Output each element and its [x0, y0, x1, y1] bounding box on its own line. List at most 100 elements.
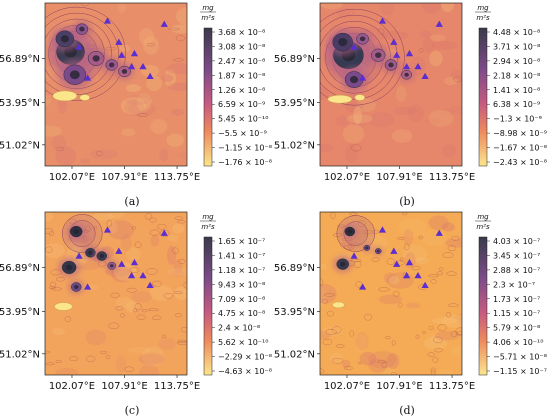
station-marker: [160, 20, 168, 27]
colorbar-tick-label: −4.63 × 10⁻⁸: [218, 367, 272, 376]
y-tick-label: 53.95°N: [0, 98, 40, 109]
y-tick-label: 51.02°N: [0, 140, 40, 151]
colorbar-tick-label: 2.88 × 10⁻⁷: [493, 266, 540, 275]
unit-denominator: m²s: [476, 223, 490, 231]
x-tick-label: 102.07°E: [324, 172, 370, 183]
station-marker: [139, 271, 147, 279]
station-marker: [405, 49, 414, 57]
colorbar-tick-label: 1.15 × 10⁻⁷: [493, 309, 540, 318]
heatmap-svg: 56.89°N 53.95°N 51.02°N 102.07°E 107.91°E 113…: [274, 211, 547, 417]
x-tick-label: 102.07°E: [49, 172, 95, 183]
colorbar-tick-label: 7.09 × 10⁻⁸: [218, 295, 265, 304]
y-tick-label: 56.89°N: [274, 54, 315, 65]
unit-numerator: mg: [202, 4, 214, 12]
station-marker: [390, 247, 398, 254]
station-marker: [84, 283, 92, 290]
y-tick-label: 56.89°N: [274, 263, 315, 274]
subfigure-label: (b): [399, 195, 415, 208]
colorbar: [203, 27, 213, 167]
colorbar-tick-label: 1.65 × 10⁻⁷: [218, 237, 265, 246]
x-tick-label: 107.91°E: [101, 172, 147, 183]
x-tick-label: 113.75°E: [154, 172, 200, 183]
station-marker: [103, 17, 112, 24]
station-markers: [350, 226, 443, 290]
colorbar-tick-label: 4.48 × 10⁻⁸: [493, 28, 540, 37]
station-markers: [350, 17, 443, 81]
subfigure-label: (a): [124, 195, 139, 208]
station-marker: [350, 43, 358, 50]
colorbar-tick-label: −1.67 × 10⁻⁸: [493, 144, 547, 153]
y-tick-label: 53.95°N: [274, 307, 315, 318]
colorbar-tick-label: −1.3 × 10⁻⁹: [493, 115, 542, 124]
heatmap-svg: 56.89°N 53.95°N 51.02°N 102.07°E 107.91°E 113…: [274, 2, 547, 208]
y-tick-label: 51.02°N: [274, 349, 315, 360]
station-marker: [146, 281, 154, 289]
station-markers: [75, 17, 168, 81]
x-tick-label: 107.91°E: [101, 381, 147, 392]
station-marker: [118, 51, 126, 58]
station-marker: [103, 226, 112, 233]
y-tick-label: 53.95°N: [274, 98, 315, 109]
colorbar-tick-label: 5.79 × 10⁻⁸: [493, 324, 540, 333]
station-marker: [359, 74, 367, 81]
station-marker: [403, 62, 411, 70]
panel-a: 56.89°N 53.95°N 51.02°N 102.07°E 107.91°E 113…: [0, 0, 275, 209]
unit-denominator: m²s: [201, 223, 215, 231]
station-marker: [414, 62, 422, 70]
station-marker: [75, 252, 83, 259]
y-tick-label: 56.89°N: [0, 263, 40, 274]
station-marker: [359, 283, 367, 290]
x-tick-label: 107.91°E: [376, 381, 422, 392]
colorbar-tick-label: 3.68 × 10⁻⁸: [218, 28, 265, 37]
y-tick-label: 51.02°N: [274, 140, 315, 151]
x-tick-label: 107.91°E: [376, 172, 422, 183]
panel-d: 56.89°N 53.95°N 51.02°N 102.07°E 107.91°E 113…: [274, 209, 550, 418]
colorbar-tick-label: −5.5 × 10⁻⁹: [218, 129, 267, 138]
station-marker: [118, 260, 126, 267]
station-marker: [393, 51, 401, 58]
colorbar-tick-label: 1.41 × 10⁻⁷: [218, 251, 265, 260]
colorbar-tick-label: −2.29 × 10⁻⁸: [218, 353, 272, 362]
colorbar-tick-label: 1.41 × 10⁻⁸: [493, 86, 540, 95]
unit-denominator: m²s: [201, 14, 215, 22]
unit-numerator: mg: [477, 4, 489, 12]
station-marker: [421, 72, 429, 80]
x-tick-label: 102.07°E: [49, 381, 95, 392]
station-marker: [130, 49, 139, 57]
station-marker: [414, 271, 422, 279]
colorbar-tick-label: −1.15 × 10⁻⁷: [493, 367, 547, 376]
station-marker: [435, 20, 443, 27]
unit-numerator: mg: [477, 213, 489, 221]
colorbar: [478, 27, 488, 167]
colorbar-tick-label: 2.18 × 10⁻⁸: [493, 71, 540, 80]
station-marker: [139, 62, 147, 70]
heatmap-field: [320, 212, 462, 375]
heatmap-field: [45, 3, 187, 166]
subfigure-label: (d): [399, 404, 415, 417]
colorbar-tick-label: −8.98 × 10⁻⁹: [493, 129, 547, 138]
station-marker: [115, 247, 123, 254]
colorbar-tick-label: 6.59 × 10⁻⁹: [218, 100, 265, 109]
colorbar-tick-label: 5.62 × 10⁻¹⁰: [218, 338, 268, 347]
colorbar-tick-label: 4.03 × 10⁻⁷: [493, 237, 540, 246]
heatmap-field: [320, 3, 462, 166]
station-marker: [393, 260, 401, 267]
unit-denominator: m²s: [476, 14, 490, 22]
panel-c: 56.89°N 53.95°N 51.02°N 102.07°E 107.91°E 113…: [0, 209, 275, 418]
x-tick-label: 113.75°E: [154, 381, 200, 392]
heatmap-svg: 56.89°N 53.95°N 51.02°N 102.07°E 107.91°E 113…: [0, 211, 272, 417]
station-markers: [75, 226, 168, 290]
y-tick-label: 56.89°N: [0, 54, 40, 65]
colorbar-tick-label: 6.38 × 10⁻⁹: [493, 100, 540, 109]
colorbar-tick-label: 9.43 × 10⁻⁸: [218, 280, 265, 289]
colorbar: [478, 236, 488, 376]
colorbar-tick-label: −1.76 × 10⁻⁸: [218, 158, 272, 167]
panel-b: 56.89°N 53.95°N 51.02°N 102.07°E 107.91°E 113…: [274, 0, 550, 209]
colorbar-tick-label: 1.73 × 10⁻⁷: [493, 295, 540, 304]
station-marker: [435, 229, 443, 236]
colorbar-tick-label: 3.45 × 10⁻⁷: [493, 251, 540, 260]
station-marker: [405, 258, 414, 266]
station-marker: [84, 74, 92, 81]
colorbar-tick-label: 4.75 × 10⁻⁸: [218, 309, 265, 318]
colorbar-tick-label: 3.71 × 10⁻⁸: [493, 42, 540, 51]
